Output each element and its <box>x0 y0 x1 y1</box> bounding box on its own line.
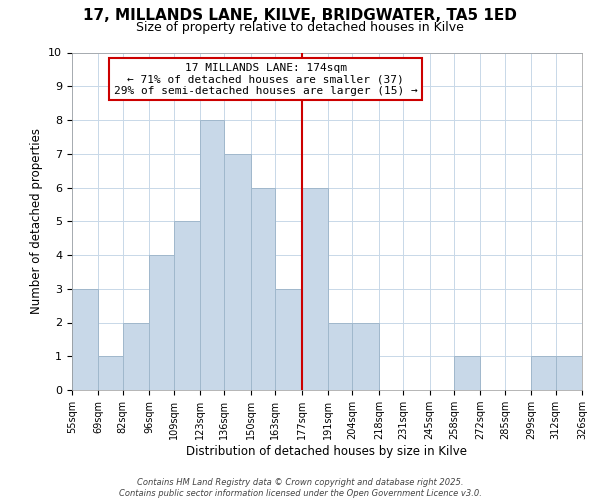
Bar <box>251 188 275 390</box>
Bar <box>200 120 224 390</box>
Text: 17 MILLANDS LANE: 174sqm
← 71% of detached houses are smaller (37)
29% of semi-d: 17 MILLANDS LANE: 174sqm ← 71% of detach… <box>114 62 418 96</box>
Text: Contains HM Land Registry data © Crown copyright and database right 2025.
Contai: Contains HM Land Registry data © Crown c… <box>119 478 481 498</box>
Bar <box>302 188 328 390</box>
Bar <box>328 322 352 390</box>
Y-axis label: Number of detached properties: Number of detached properties <box>30 128 43 314</box>
Bar <box>149 255 173 390</box>
Bar <box>98 356 123 390</box>
Bar <box>352 322 379 390</box>
Text: 17, MILLANDS LANE, KILVE, BRIDGWATER, TA5 1ED: 17, MILLANDS LANE, KILVE, BRIDGWATER, TA… <box>83 8 517 22</box>
Text: Size of property relative to detached houses in Kilve: Size of property relative to detached ho… <box>136 21 464 34</box>
X-axis label: Distribution of detached houses by size in Kilve: Distribution of detached houses by size … <box>187 445 467 458</box>
Bar <box>454 356 481 390</box>
Bar <box>275 289 302 390</box>
Bar <box>72 289 98 390</box>
Bar <box>224 154 251 390</box>
Bar <box>123 322 149 390</box>
Bar <box>531 356 556 390</box>
Bar <box>556 356 582 390</box>
Bar <box>173 221 200 390</box>
